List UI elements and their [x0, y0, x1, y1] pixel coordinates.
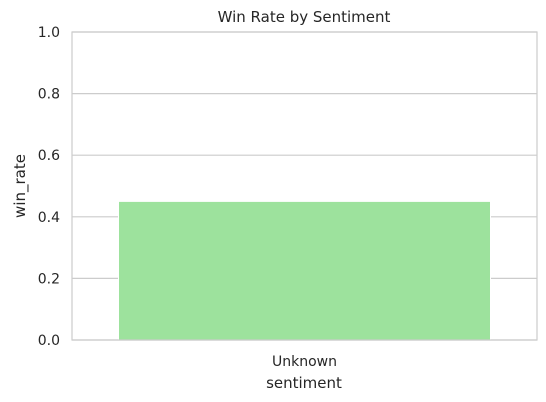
y-axis-label: win_rate — [11, 154, 30, 218]
y-tick-label: 0.2 — [38, 271, 60, 287]
y-tick-labels: 0.0 0.2 0.4 0.6 0.8 1.0 — [38, 25, 60, 349]
y-tick-label: 0.4 — [38, 210, 60, 226]
bar-unknown — [118, 200, 491, 341]
x-axis-label: sentiment — [266, 374, 342, 392]
y-tick-label: 1.0 — [38, 25, 60, 41]
y-tick-label: 0.0 — [38, 333, 60, 349]
chart-title: Win Rate by Sentiment — [218, 8, 391, 26]
y-tick-label: 0.8 — [38, 87, 60, 103]
bars — [118, 200, 491, 341]
y-tick-label: 0.6 — [38, 148, 60, 164]
x-tick-labels: Unknown — [272, 354, 337, 370]
x-tick-label: Unknown — [272, 354, 337, 370]
plot-frame — [71, 31, 538, 341]
